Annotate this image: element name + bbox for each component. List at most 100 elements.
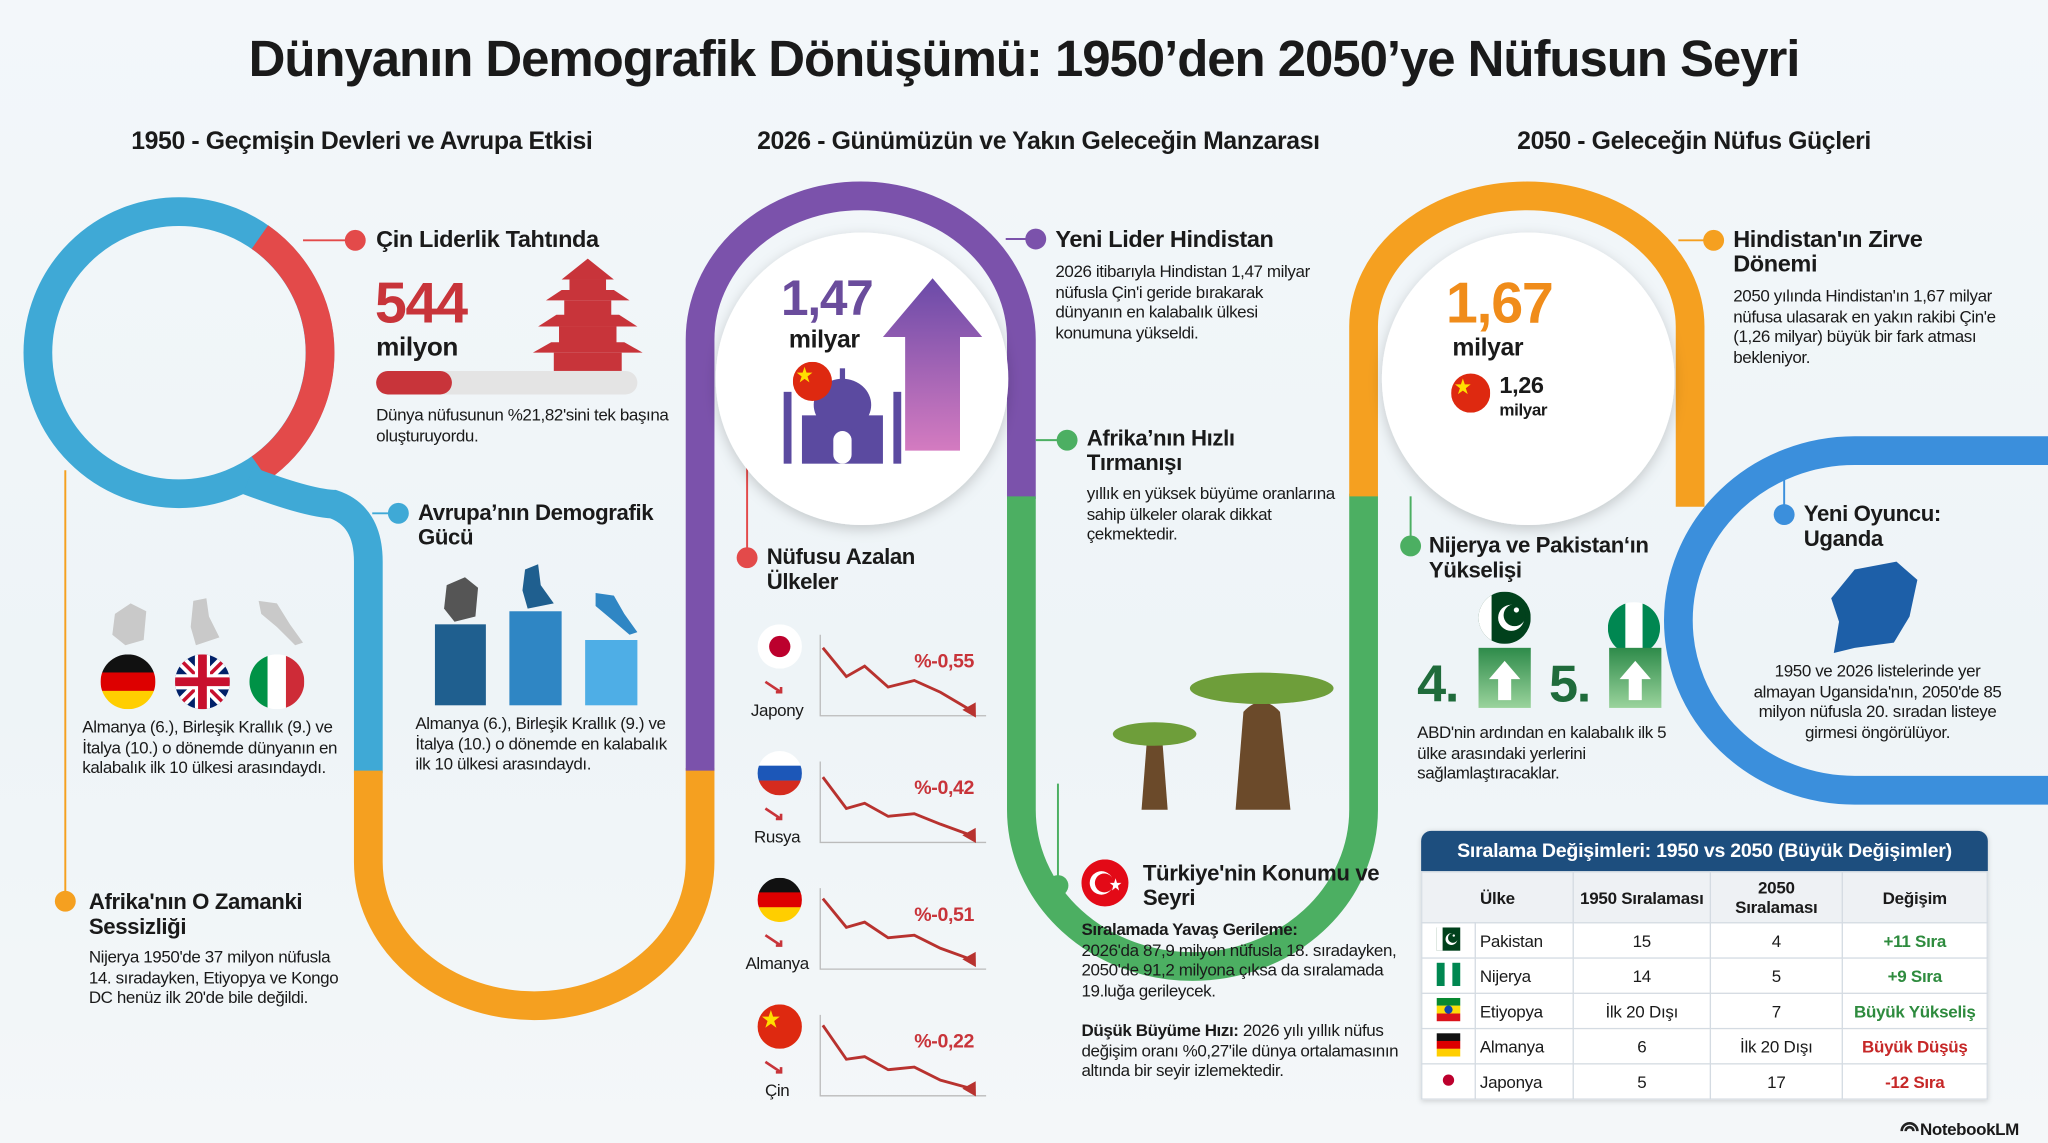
flag: [1436, 926, 1461, 951]
flag: [757, 751, 802, 796]
section-heading: 2026 - Günümüzün ve Yakın Geleceğin Manz…: [757, 127, 1320, 156]
country-label: Japony: [750, 700, 804, 720]
cell-country: Almanya: [1474, 1027, 1574, 1065]
change-value: %-0,22: [914, 1030, 975, 1053]
paragraph: Sıralamada Yavaş Gerileme: 2026'da 87,9 m…: [1081, 920, 1423, 1001]
section-heading: 2050 - Geleceğin Nüfus Güçleri: [1517, 127, 1871, 156]
table: Ülke 1950 Sıralaması 2050 Sıralaması Değ…: [1421, 871, 1988, 1100]
column-header: Ülke: [1421, 871, 1574, 924]
text: 2026 yılı yıllık nüfus değişim oranı %0,…: [1081, 1020, 1399, 1081]
flag-pakistan: [1478, 591, 1531, 644]
flag-china: [792, 361, 832, 401]
description: ABD'nin ardından en kalabalık ilk 5 ülke…: [1417, 722, 1667, 783]
description: 1950 ve 2026 listelerinde yer almayan Ug…: [1753, 660, 2002, 742]
trend-line: [821, 646, 970, 711]
flag: [757, 624, 802, 669]
rank: 5.: [1549, 655, 1591, 714]
trend-arrowhead: [962, 702, 976, 718]
country-label: Rusya: [754, 826, 801, 847]
column-header: 2050 Sıralaması: [1709, 871, 1843, 924]
country-silhouettes: [112, 598, 304, 646]
timeline-path: [23, 181, 2048, 1021]
down-arrow: [764, 680, 783, 694]
flag: [1436, 997, 1461, 1021]
cell-country: Pakistan: [1474, 922, 1574, 959]
progress-fill: [376, 370, 452, 395]
cell-r1950: 5: [1572, 1063, 1712, 1100]
flag-cell: [1421, 957, 1476, 994]
unit: milyar: [1452, 334, 1524, 362]
description: yıllık en yüksek büyüme oranlarına sahip…: [1086, 483, 1336, 544]
flag-cell: [1421, 992, 1476, 1030]
description: 2026 itibarıyla Hindistan 1,47 milyar nü…: [1055, 261, 1310, 342]
brand-icon: [1900, 1122, 1919, 1132]
cell-r2050: 4: [1709, 922, 1843, 959]
cell-r1950: 6: [1572, 1027, 1712, 1065]
cell-change: Büyük Düşüş: [1841, 1027, 1988, 1065]
table-title: Sıralama Değişimleri: 1950 vs 2050 (Büyü…: [1421, 830, 1988, 872]
flag: [1436, 1067, 1461, 1092]
cell-r1950: 14: [1572, 957, 1712, 994]
cell-change: +11 Sıra: [1841, 922, 1988, 959]
mini-axis: [819, 761, 987, 844]
heading: Çin Liderlik Tahtında: [376, 225, 599, 253]
pagoda-icon: [532, 258, 643, 371]
flag-turkey: [1081, 859, 1129, 907]
description: Nijerya 1950'de 37 milyon nüfusla 14. sı…: [88, 946, 339, 1008]
mini-axis: [819, 1014, 987, 1097]
table-row: Pakistan 15 4 +11 Sıra: [1421, 922, 1988, 959]
country-label: Çin: [764, 1080, 790, 1100]
paragraph: Düşük Büyüme Hızı: 2026 yılı yıllık nüfu…: [1081, 1020, 1408, 1081]
heading: Avrupa’nın Demografik Gücü: [417, 500, 654, 550]
unit: milyon: [376, 333, 458, 362]
section-heading: 1950 - Geçmişin Devleri ve Avrupa Etkisi: [131, 127, 593, 156]
flag-germany: [100, 654, 156, 710]
flag-italy: [249, 654, 305, 710]
trend-arrowhead: [962, 1081, 976, 1097]
change-value: %-0,42: [914, 777, 975, 800]
table-row: Almanya 6 İlk 20 Dışı Büyük Düşüş: [1421, 1027, 1988, 1065]
change-value: %-0,51: [914, 903, 975, 927]
trend-line: [821, 776, 970, 836]
description: 2050 yılında Hindistan'ın 1,67 milyar nü…: [1733, 286, 1996, 367]
down-arrow: [764, 807, 783, 821]
cell-country: Japonya: [1474, 1063, 1574, 1100]
cell-change: Büyük Yükseliş: [1841, 992, 1988, 1030]
mini-axis: [819, 888, 987, 970]
down-arrow: [764, 1060, 783, 1074]
description: Almanya (6.), Birleşik Krallık (9.) ve İ…: [82, 717, 338, 778]
baobab-trees: [1112, 672, 1334, 810]
flag-cell: [1421, 1063, 1476, 1100]
cell-country: Etiyopya: [1474, 992, 1574, 1030]
trend-line: [821, 897, 970, 961]
heading: Hindistan'ın Zirve Dönemi: [1733, 225, 1923, 277]
flag-cell: [1421, 922, 1476, 959]
label: Sıralamada Yavaş Gerileme:: [1081, 919, 1298, 940]
ranking-table: Sıralama Değişimleri: 1950 vs 2050 (Büyü…: [1421, 830, 1988, 1100]
flag-uk: [175, 654, 230, 709]
country-label: Almanya: [745, 953, 809, 974]
marker-dots: [54, 228, 1795, 912]
uganda-map: [1831, 561, 1918, 654]
table-row: Japonya 5 17 -12 Sıra: [1421, 1063, 1988, 1100]
description: Dünya nüfusunun %21,82'sini tek başına o…: [376, 404, 669, 445]
taj-mahal-icon: [783, 368, 902, 464]
change-value: %-0,55: [914, 650, 975, 673]
cell-r1950: İlk 20 Dışı: [1572, 992, 1712, 1030]
column-header: Değişim: [1841, 871, 1988, 924]
description: Almanya (6.), Birleşik Krallık (9.) ve İ…: [415, 713, 667, 774]
heading: Nüfusu Azalan Ülkeler: [766, 544, 916, 595]
flag: [757, 1004, 802, 1049]
unit: milyar: [788, 326, 860, 354]
heading: Nijerya ve Pakistan‘ın Yükselişi: [1428, 532, 1649, 583]
rise-boxes: [1478, 647, 1662, 708]
flag: [757, 877, 802, 923]
flag: [1436, 961, 1461, 986]
cell-change: +9 Sıra: [1841, 957, 1988, 994]
heading: Yeni Oyuncu: Uganda: [1803, 501, 1942, 552]
down-arrow: [764, 934, 783, 947]
europe-bars: [434, 564, 638, 706]
brand: NotebookLM: [1919, 1119, 2019, 1139]
